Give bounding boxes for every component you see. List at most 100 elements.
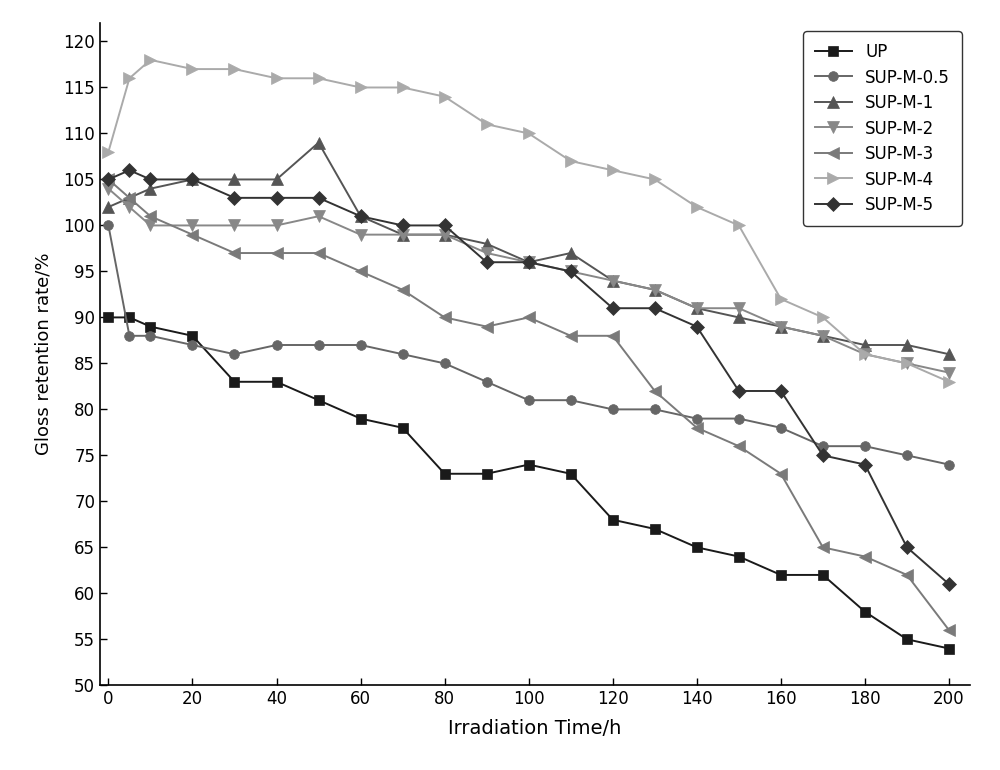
SUP-M-0.5: [123, 331, 135, 340]
SUP-M-3: [775, 469, 787, 478]
Legend: UP, SUP-M-0.5, SUP-M-1, SUP-M-2, SUP-M-3, SUP-M-4, SUP-M-5: UP, SUP-M-0.5, SUP-M-1, SUP-M-2, SUP-M-3…: [803, 32, 962, 226]
SUP-M-0.5: [355, 340, 367, 350]
SUP-M-1: [691, 303, 703, 313]
Y-axis label: Gloss retention rate/%: Gloss retention rate/%: [34, 253, 52, 455]
SUP-M-5: [775, 387, 787, 396]
SUP-M-2: [649, 285, 661, 294]
SUP-M-0.5: [102, 221, 114, 230]
SUP-M-1: [439, 230, 451, 239]
SUP-M-1: [859, 340, 871, 350]
SUP-M-3: [439, 313, 451, 322]
X-axis label: Irradiation Time/h: Irradiation Time/h: [448, 719, 622, 738]
SUP-M-2: [186, 221, 198, 230]
SUP-M-4: [859, 350, 871, 359]
SUP-M-3: [733, 441, 745, 450]
SUP-M-0.5: [943, 460, 955, 469]
SUP-M-0.5: [565, 396, 577, 405]
SUP-M-1: [481, 239, 493, 249]
SUP-M-2: [355, 230, 367, 239]
SUP-M-4: [123, 74, 135, 83]
SUP-M-2: [481, 249, 493, 258]
SUP-M-2: [144, 221, 156, 230]
SUP-M-4: [733, 221, 745, 230]
UP: [733, 552, 745, 561]
SUP-M-0.5: [817, 441, 829, 450]
SUP-M-3: [102, 175, 114, 184]
SUP-M-1: [565, 249, 577, 258]
UP: [186, 331, 198, 340]
UP: [144, 322, 156, 331]
SUP-M-2: [565, 266, 577, 276]
SUP-M-1: [901, 340, 913, 350]
SUP-M-3: [565, 331, 577, 340]
SUP-M-2: [123, 203, 135, 212]
SUP-M-3: [607, 331, 619, 340]
SUP-M-1: [313, 138, 325, 147]
SUP-M-1: [397, 230, 409, 239]
SUP-M-4: [102, 147, 114, 156]
SUP-M-4: [775, 294, 787, 303]
SUP-M-4: [943, 377, 955, 387]
UP: [228, 377, 240, 387]
SUP-M-5: [859, 460, 871, 469]
UP: [943, 644, 955, 653]
SUP-M-0.5: [691, 414, 703, 424]
SUP-M-1: [355, 212, 367, 221]
SUP-M-4: [355, 83, 367, 92]
SUP-M-4: [649, 175, 661, 184]
SUP-M-5: [943, 580, 955, 589]
SUP-M-3: [817, 543, 829, 552]
SUP-M-5: [102, 175, 114, 184]
SUP-M-2: [102, 184, 114, 193]
SUP-M-5: [397, 221, 409, 230]
SUP-M-2: [313, 212, 325, 221]
SUP-M-0.5: [901, 450, 913, 460]
SUP-M-4: [186, 65, 198, 74]
SUP-M-2: [943, 368, 955, 377]
SUP-M-0.5: [186, 340, 198, 350]
UP: [271, 377, 283, 387]
SUP-M-5: [355, 212, 367, 221]
SUP-M-5: [144, 175, 156, 184]
SUP-M-5: [228, 193, 240, 203]
SUP-M-4: [144, 55, 156, 65]
UP: [355, 414, 367, 424]
SUP-M-4: [523, 129, 535, 138]
SUP-M-4: [228, 65, 240, 74]
Line: SUP-M-2: SUP-M-2: [103, 183, 955, 378]
Line: SUP-M-5: SUP-M-5: [104, 166, 954, 589]
SUP-M-2: [397, 230, 409, 239]
SUP-M-2: [691, 303, 703, 313]
SUP-M-3: [481, 322, 493, 331]
SUP-M-1: [523, 258, 535, 267]
SUP-M-4: [271, 74, 283, 83]
SUP-M-1: [649, 285, 661, 294]
SUP-M-3: [355, 266, 367, 276]
SUP-M-0.5: [859, 441, 871, 450]
SUP-M-5: [481, 258, 493, 267]
SUP-M-0.5: [397, 350, 409, 359]
SUP-M-3: [228, 249, 240, 258]
SUP-M-2: [439, 230, 451, 239]
UP: [775, 571, 787, 580]
SUP-M-3: [397, 285, 409, 294]
SUP-M-1: [775, 322, 787, 331]
SUP-M-1: [733, 313, 745, 322]
SUP-M-4: [439, 92, 451, 102]
SUP-M-3: [523, 313, 535, 322]
SUP-M-1: [943, 350, 955, 359]
SUP-M-4: [397, 83, 409, 92]
SUP-M-2: [733, 303, 745, 313]
Line: SUP-M-0.5: SUP-M-0.5: [104, 220, 954, 470]
SUP-M-4: [691, 203, 703, 212]
SUP-M-1: [228, 175, 240, 184]
SUP-M-2: [607, 276, 619, 285]
SUP-M-5: [607, 303, 619, 313]
Line: SUP-M-3: SUP-M-3: [103, 174, 955, 636]
SUP-M-3: [186, 230, 198, 239]
SUP-M-1: [144, 184, 156, 193]
SUP-M-0.5: [481, 377, 493, 387]
SUP-M-0.5: [523, 396, 535, 405]
UP: [565, 469, 577, 478]
SUP-M-4: [481, 119, 493, 129]
